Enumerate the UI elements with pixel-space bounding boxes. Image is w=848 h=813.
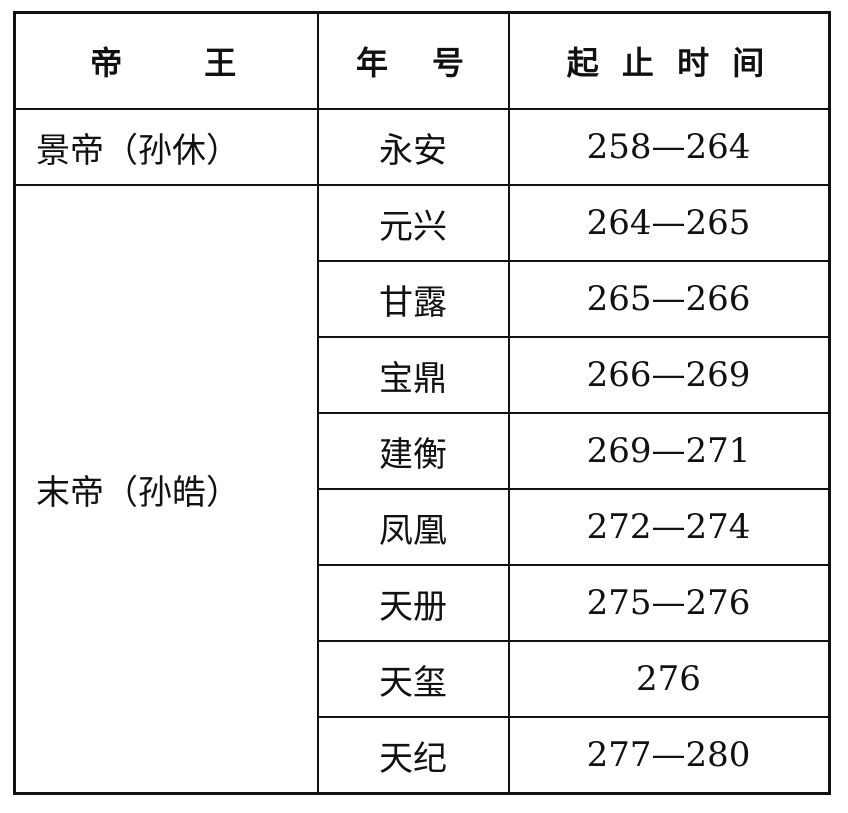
era-cell: 宝鼎: [316, 336, 510, 414]
era-table: 帝 王 年 号 起 止 时 间 景帝（孙休） 永安 258—264 末帝（孙皓）…: [13, 11, 831, 795]
years-cell: 269—271: [507, 412, 830, 490]
table-row: 建衡 269—271: [15, 412, 830, 490]
years-cell: 264—265: [507, 184, 830, 262]
years-cell: 272—274: [507, 488, 830, 566]
table-row: 甘露 265—266: [15, 260, 830, 338]
era-cell: 甘露: [316, 260, 510, 338]
header-era: 年 号: [316, 11, 510, 110]
years-cell: 266—269: [507, 336, 830, 414]
era-cell: 天纪: [316, 716, 510, 795]
header-period: 起 止 时 间: [507, 11, 830, 110]
table-row: 景帝（孙休） 永安 258—264: [13, 108, 830, 186]
years-cell: 276: [507, 640, 830, 718]
table-row: 天纪 277—280: [15, 716, 830, 795]
years-cell: 258—264: [507, 108, 830, 186]
header-row: 帝 王 年 号 起 止 时 间: [13, 11, 830, 110]
years-cell: 265—266: [507, 260, 830, 338]
table-row: 天册 275—276: [15, 564, 830, 642]
header-emperor: 帝 王: [13, 11, 319, 110]
era-cell: 凤凰: [316, 488, 510, 566]
table-row: 末帝（孙皓） 元兴 264—265: [13, 184, 830, 795]
emperor-cell: 末帝（孙皓）: [13, 184, 319, 795]
years-cell: 277—280: [507, 716, 830, 795]
years-cell: 275—276: [507, 564, 830, 642]
emperor-cell: 景帝（孙休）: [13, 108, 319, 186]
table-row: 凤凰 272—274: [15, 488, 830, 566]
era-cell: 永安: [316, 108, 510, 186]
era-cell: 元兴: [316, 184, 510, 262]
era-cell: 建衡: [316, 412, 510, 490]
era-cell: 天玺: [316, 640, 510, 718]
table-row: 天玺 276: [15, 640, 830, 718]
table-row: 宝鼎 266—269: [15, 336, 830, 414]
era-cell: 天册: [316, 564, 510, 642]
